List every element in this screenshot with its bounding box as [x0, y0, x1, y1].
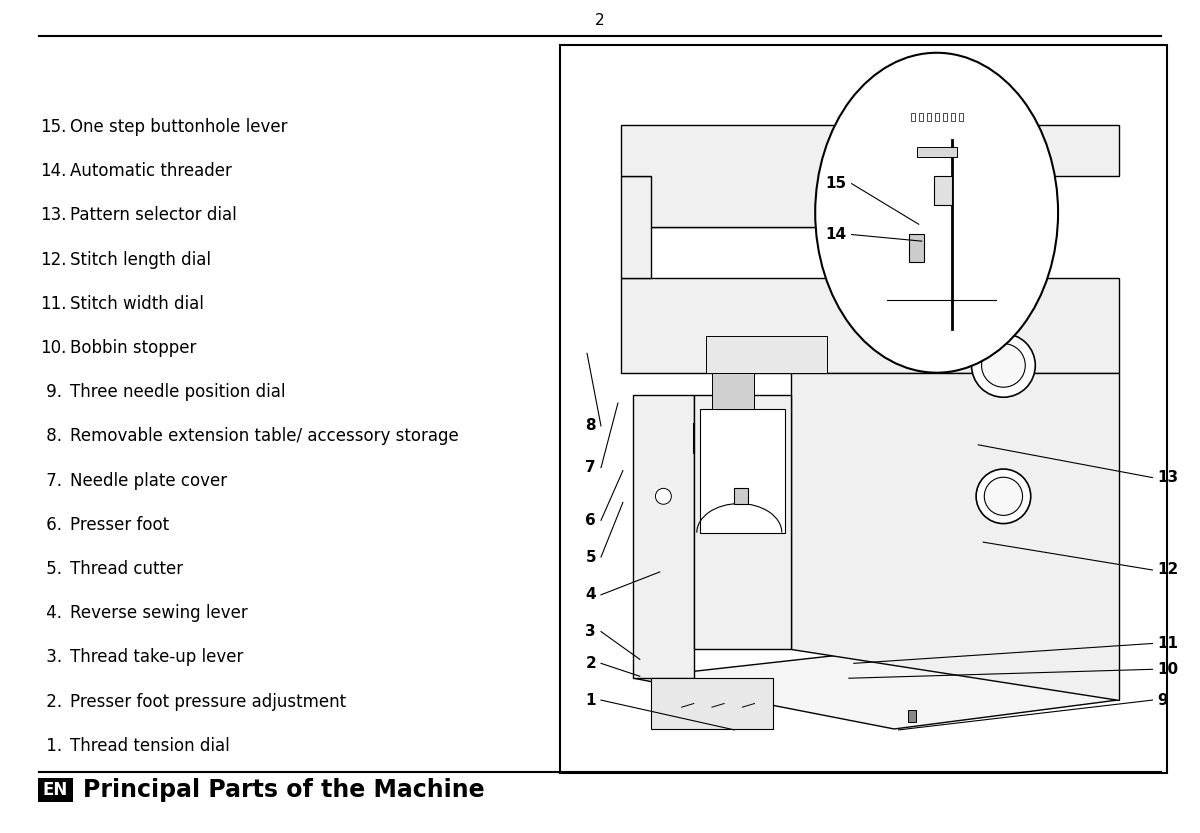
Text: 12.: 12.: [41, 251, 67, 268]
Bar: [950, 113, 954, 121]
Text: 5: 5: [586, 550, 596, 565]
Polygon shape: [620, 177, 846, 278]
Text: 7.: 7.: [41, 471, 61, 490]
Text: Pattern selector dial: Pattern selector dial: [71, 207, 238, 224]
Bar: [919, 113, 923, 121]
Bar: [908, 710, 917, 721]
Ellipse shape: [815, 52, 1058, 372]
Text: 13: 13: [1158, 470, 1178, 485]
Polygon shape: [700, 409, 785, 532]
Text: EN: EN: [43, 781, 68, 799]
Text: 6.: 6.: [41, 516, 61, 534]
Circle shape: [972, 333, 1036, 397]
Text: 4: 4: [586, 587, 596, 602]
Text: 14: 14: [826, 227, 847, 242]
Polygon shape: [620, 278, 1118, 372]
Text: Stitch length dial: Stitch length dial: [71, 251, 211, 268]
Text: 8.: 8.: [41, 427, 61, 446]
Text: 1.: 1.: [41, 737, 61, 755]
Text: 9: 9: [1158, 692, 1168, 707]
Text: Removable extension table/ accessory storage: Removable extension table/ accessory sto…: [71, 427, 460, 446]
Circle shape: [984, 477, 1022, 516]
Circle shape: [655, 488, 671, 504]
Bar: [911, 113, 914, 121]
Text: 10.: 10.: [41, 339, 67, 357]
Polygon shape: [634, 395, 694, 678]
Text: Bobbin stopper: Bobbin stopper: [71, 339, 197, 357]
Text: Needle plate cover: Needle plate cover: [71, 471, 228, 490]
Text: 15: 15: [826, 176, 847, 191]
Text: 3: 3: [586, 624, 596, 639]
Bar: [943, 113, 947, 121]
Polygon shape: [652, 678, 773, 729]
Text: 2: 2: [595, 13, 605, 28]
Bar: [926, 113, 931, 121]
Text: 1: 1: [586, 692, 596, 707]
Text: Stitch width dial: Stitch width dial: [71, 295, 204, 312]
Circle shape: [982, 343, 1025, 387]
Text: 15.: 15.: [41, 118, 67, 136]
Text: Automatic threader: Automatic threader: [71, 162, 233, 180]
Text: Principal Parts of the Machine: Principal Parts of the Machine: [84, 778, 485, 802]
Text: Thread tension dial: Thread tension dial: [71, 737, 230, 755]
Text: 5.: 5.: [41, 560, 61, 578]
Bar: [560, 46, 1168, 773]
Text: 6: 6: [586, 513, 596, 528]
Text: Presser foot: Presser foot: [71, 516, 169, 534]
Polygon shape: [791, 372, 1118, 700]
Bar: [934, 176, 952, 206]
Bar: [37, 777, 73, 802]
Polygon shape: [694, 395, 791, 649]
Text: 13.: 13.: [41, 207, 67, 224]
Text: 4.: 4.: [41, 604, 61, 622]
Bar: [959, 113, 962, 121]
Text: 14.: 14.: [41, 162, 67, 180]
Polygon shape: [634, 649, 1118, 729]
Bar: [908, 234, 924, 262]
Text: Thread cutter: Thread cutter: [71, 560, 184, 578]
Bar: [917, 147, 956, 157]
Polygon shape: [712, 372, 755, 409]
Bar: [935, 113, 938, 121]
Text: 2.: 2.: [41, 692, 61, 711]
Circle shape: [976, 469, 1031, 524]
Polygon shape: [706, 337, 827, 372]
Text: 8: 8: [586, 418, 596, 433]
Text: 7: 7: [586, 460, 596, 475]
Text: 11.: 11.: [41, 295, 67, 312]
Text: 9.: 9.: [41, 383, 61, 402]
Bar: [734, 488, 749, 504]
Text: 11: 11: [1158, 636, 1178, 651]
Text: 12: 12: [1158, 562, 1178, 577]
Text: Three needle position dial: Three needle position dial: [71, 383, 286, 402]
Text: Reverse sewing lever: Reverse sewing lever: [71, 604, 248, 622]
Polygon shape: [620, 126, 1118, 227]
Text: 3.: 3.: [41, 648, 61, 666]
Text: Presser foot pressure adjustment: Presser foot pressure adjustment: [71, 692, 347, 711]
Text: Thread take-up lever: Thread take-up lever: [71, 648, 244, 666]
Text: 10: 10: [1158, 661, 1178, 676]
Text: 2: 2: [586, 656, 596, 671]
Text: One step buttonhole lever: One step buttonhole lever: [71, 118, 288, 136]
